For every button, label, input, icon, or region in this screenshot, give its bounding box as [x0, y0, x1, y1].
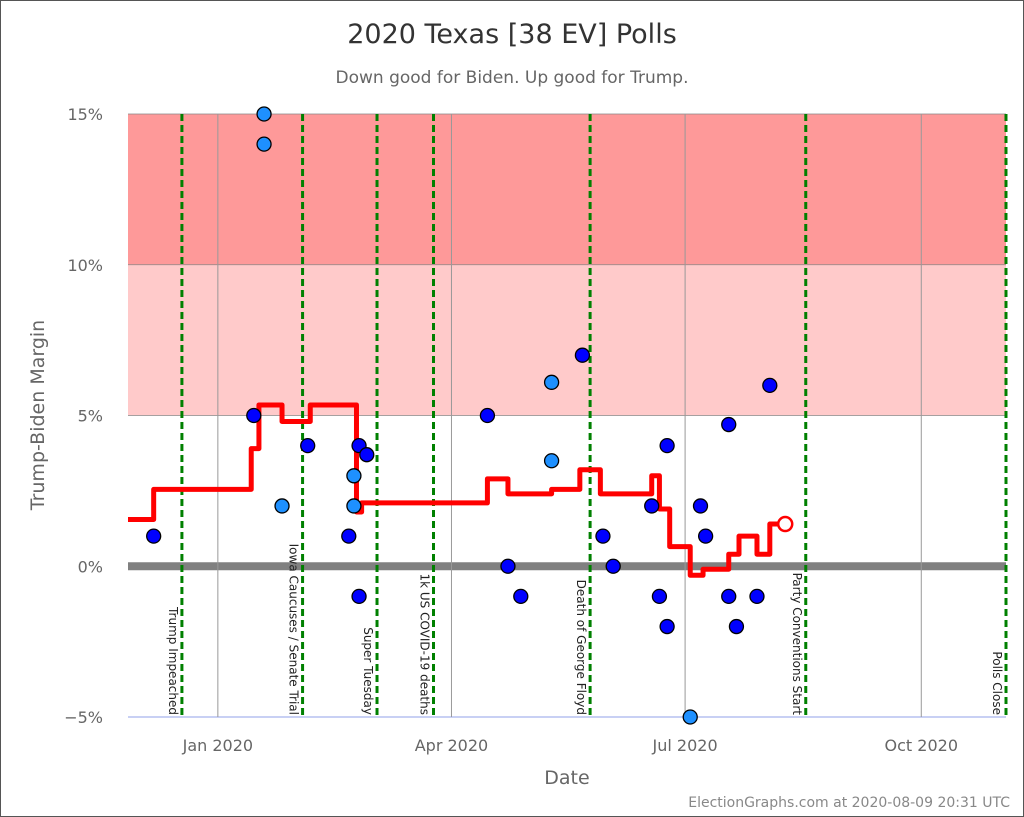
poll-point [543, 453, 560, 469]
average-line [128, 402, 786, 578]
poll-point [651, 588, 668, 605]
credit-text: ElectionGraphs.com at 2020-08-09 20:31 U… [688, 795, 1010, 811]
poll-point [246, 407, 262, 424]
y-tick-label: −5% [64, 708, 103, 727]
y-tick-label: 15% [67, 105, 103, 124]
poll-point [479, 407, 496, 424]
poll-point [697, 528, 714, 544]
event-label: Polls Close [990, 651, 1004, 715]
x-tick-label: Oct 2020 [885, 736, 958, 755]
event-label: Iowa Caucuses / Senate Trial [287, 544, 301, 715]
event-label: 1k US COVID-19 deaths [418, 573, 432, 715]
poll-point [274, 498, 290, 514]
chart-title: 2020 Texas [38 EV] Polls [347, 19, 677, 50]
poll-point [659, 437, 675, 454]
y-axis-label: Trump-Biden Margin [27, 320, 49, 511]
event-label: Super Tuesday [361, 627, 375, 715]
margin-bands [128, 114, 1006, 416]
x-tick-label: Jan 2020 [182, 736, 253, 755]
poll-point [605, 558, 621, 574]
poll-point [682, 709, 698, 725]
y-tick-label: 5% [78, 407, 103, 426]
poll-point [659, 618, 675, 635]
event-label: Party Conventions Start [790, 573, 804, 716]
poll-point [256, 136, 272, 152]
poll-point [346, 498, 362, 514]
poll-point [543, 374, 560, 390]
x-axis-label: Date [544, 767, 589, 789]
poll-point [574, 347, 591, 363]
gridlines [128, 113, 1006, 718]
y-tick-label: 10% [67, 256, 103, 275]
poll-point [749, 588, 765, 605]
x-tick-label: Apr 2020 [415, 736, 488, 755]
poll-point [341, 528, 357, 544]
poll-point [346, 468, 362, 484]
event-label: Trump Impeached [166, 606, 180, 715]
poll-point [300, 437, 316, 454]
poll-point [359, 447, 375, 463]
event-lines: Trump Impeached Iowa Caucuses / Senate Tr… [166, 114, 1008, 717]
poll-point [595, 528, 611, 544]
poll-point [351, 588, 367, 605]
poll-point [692, 498, 709, 514]
poll-point [513, 588, 529, 605]
event-label: Death of George Floyd [574, 580, 588, 715]
poll-points [146, 106, 794, 725]
poll-point [146, 528, 162, 544]
poll-point [500, 558, 516, 574]
y-tick-label: 0% [78, 557, 103, 576]
poll-point [721, 588, 737, 605]
band-0 [128, 114, 1006, 265]
poll-point [762, 377, 778, 394]
poll-point [256, 106, 272, 122]
chart-subtitle: Down good for Biden. Up good for Trump. [336, 68, 689, 88]
x-tick-label: Jul 2020 [652, 736, 718, 755]
axis-ticks: 15% 10% 5% 0% −5% Jan 2020 Apr 2020 Jul 2020 Oct… [64, 105, 958, 755]
band-1 [128, 264, 1006, 416]
poll-point [644, 498, 660, 514]
average-path [128, 402, 786, 578]
current-average-marker [776, 515, 794, 533]
poll-point [728, 618, 745, 635]
poll-point [721, 416, 737, 433]
